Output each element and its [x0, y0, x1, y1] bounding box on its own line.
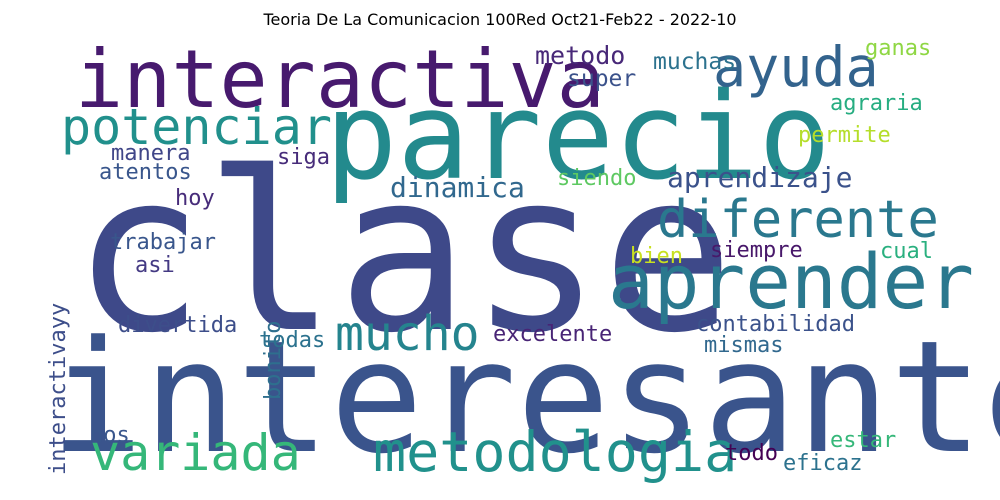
word-contabilidad: contabilidad: [696, 312, 855, 337]
word-permite: permite: [798, 123, 891, 148]
word-variada: variada: [90, 424, 301, 482]
word-metodologia: metodologia: [373, 420, 738, 484]
word-eficaz: eficaz: [783, 451, 863, 476]
word-bien: bien: [630, 244, 683, 269]
word-siendo: siendo: [557, 166, 637, 191]
word-asi: asi: [135, 253, 175, 278]
word-parecio: parecio: [325, 68, 831, 207]
word-aprender: aprender: [608, 237, 975, 326]
page-title: Teoria De La Comunicacion 100Red Oct21-F…: [263, 10, 737, 29]
word-nos: nos: [90, 423, 130, 448]
word-mucho: mucho: [335, 306, 480, 362]
word-interactivayy: interactivayy: [46, 302, 71, 475]
word-siga: siga: [277, 145, 330, 170]
word-todas: todas: [259, 328, 326, 353]
word-muchas: muchas: [653, 49, 737, 75]
word-potenciar: potenciar: [61, 98, 332, 156]
word-ganas: ganas: [865, 36, 932, 61]
word-dinamica: dinamica: [390, 171, 525, 204]
word-cual: cual: [880, 239, 933, 264]
word-interactiva: interactiva: [75, 33, 605, 126]
word-super: super: [567, 66, 637, 92]
word-clase: clase: [72, 125, 735, 381]
word-estar: estar: [830, 428, 897, 453]
word-divertida: divertida: [118, 313, 238, 338]
word-siempre: siempre: [710, 238, 803, 263]
word-mismas: mismas: [704, 333, 784, 358]
word-agraria: agraria: [830, 91, 923, 116]
word-metodo: metodo: [535, 41, 626, 70]
word-excelente: excelente: [493, 322, 613, 347]
word-diferente: diferente: [657, 190, 939, 250]
word-cloud: clase interesante parecio interactiva aprend…: [45, 33, 1000, 484]
word-aprendizaje: aprendizaje: [667, 161, 853, 194]
word-todo: todo: [725, 441, 778, 466]
word-manera: manera: [111, 141, 191, 166]
word-interesante: interesante: [50, 307, 1000, 488]
word-hoy: hoy: [175, 186, 215, 211]
word-atentos: atentos: [99, 160, 192, 185]
word-trabajar: trabajar: [110, 230, 216, 255]
word-ayuda: ayuda: [713, 35, 879, 99]
